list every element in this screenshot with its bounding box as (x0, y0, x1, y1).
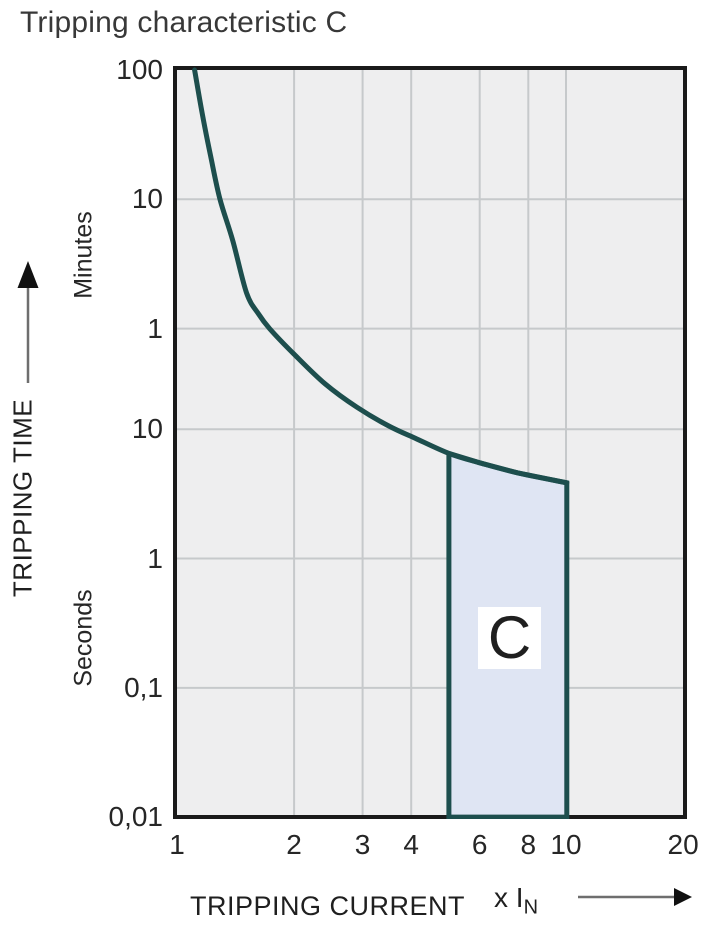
x-tick-label: 8 (520, 829, 537, 860)
x-tick-label: 1 (169, 829, 185, 860)
y-tick-label: 100 (116, 54, 163, 85)
up-arrow-icon (17, 261, 39, 383)
x-unit-subscript: N (523, 896, 539, 919)
tripping-curve (192, 67, 570, 486)
y-axis-title: TRIPPING TIME (7, 398, 38, 598)
band-label: C (487, 604, 532, 671)
y-tick-label: 1 (147, 542, 163, 574)
y-tick-label: 0,1 (124, 671, 163, 703)
band-label-box: C (478, 607, 541, 669)
x-tick-label: 3 (354, 829, 371, 860)
x-tick-label: 20 (667, 829, 699, 860)
x-unit-prefix: x I (494, 882, 524, 913)
right-arrow-icon (578, 888, 692, 906)
x-axis-title: TRIPPING CURRENT (190, 891, 466, 921)
y-unit-seconds-label: Seconds (69, 589, 98, 687)
y-tick-label: 10 (131, 183, 163, 215)
x-tick-label: 4 (403, 829, 419, 860)
y-tick-label: 0,01 (108, 801, 164, 833)
page-title: Tripping characteristic C (20, 6, 348, 39)
x-axis-unit-label: x IN (494, 882, 538, 920)
y-tick-label: 10 (131, 413, 163, 445)
plot-border (173, 66, 687, 819)
x-tick-label: 10 (550, 829, 582, 860)
y-tick-label: 1 (147, 312, 163, 344)
y-unit-minutes-label: Minutes (69, 211, 98, 299)
x-tick-label: 2 (286, 829, 302, 860)
x-tick-label: 6 (471, 829, 488, 860)
